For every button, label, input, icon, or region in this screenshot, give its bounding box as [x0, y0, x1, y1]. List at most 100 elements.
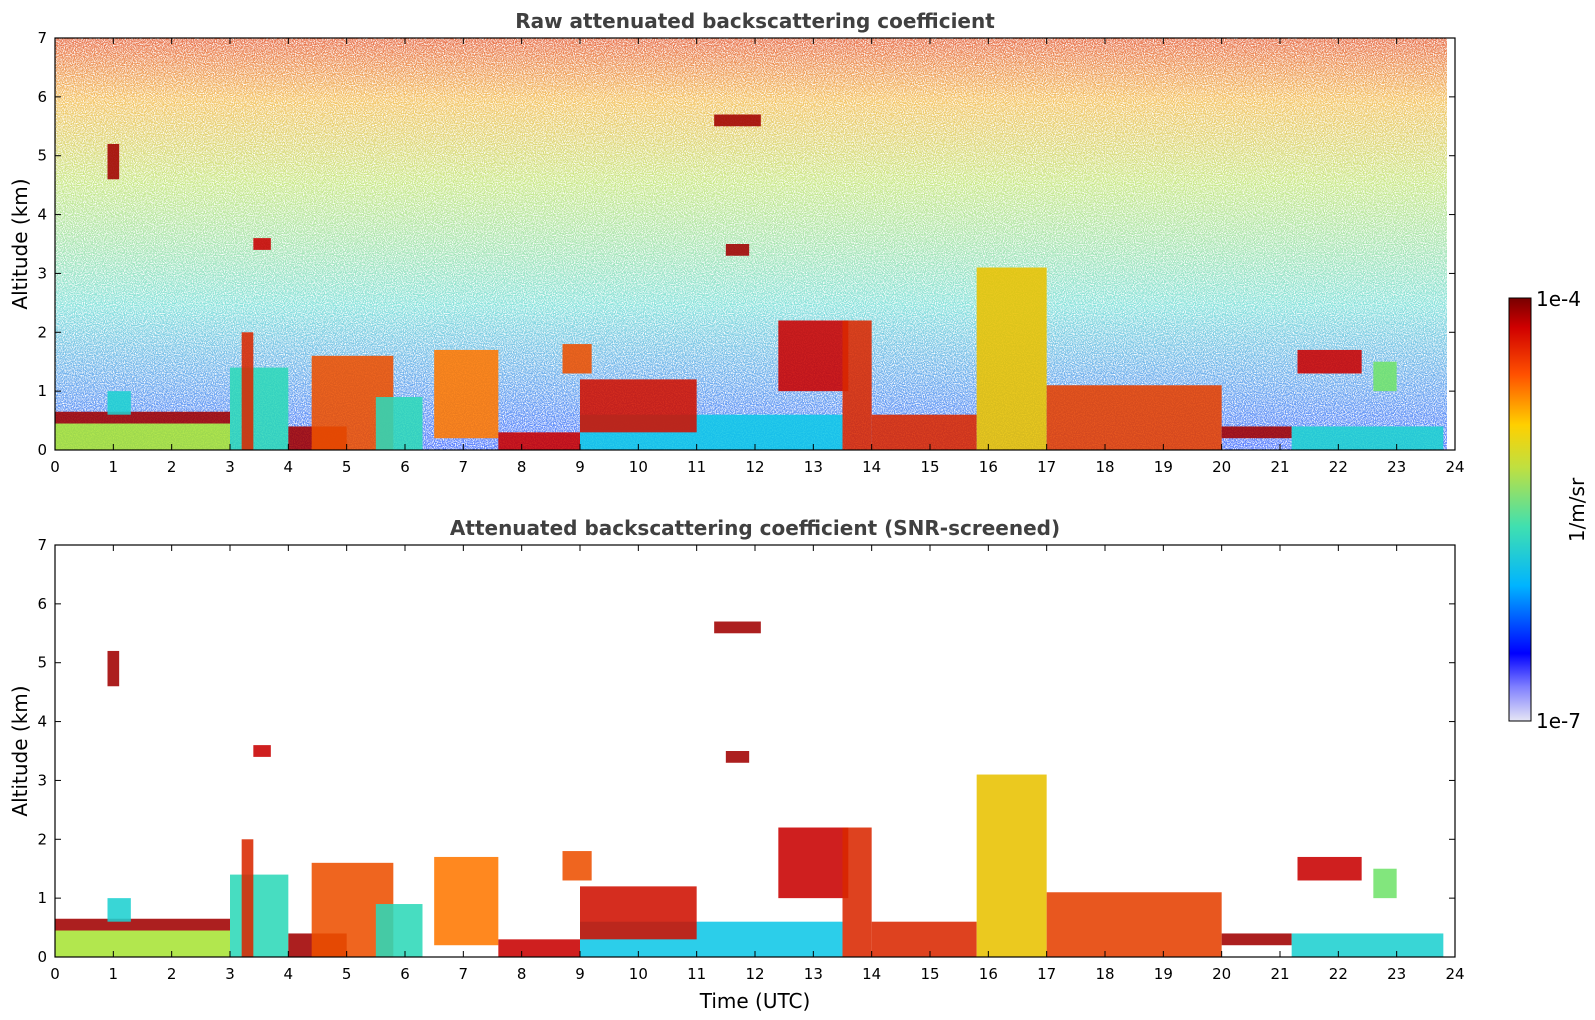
colorbar-unit-label: 1/m/sr: [1565, 477, 1589, 542]
x-tick-label: 8: [517, 458, 527, 476]
x-tick-label: 16: [979, 458, 998, 476]
x-tick-label: 19: [1154, 965, 1173, 983]
y-tick-label: 2: [37, 830, 47, 848]
x-tick-label: 21: [1270, 458, 1289, 476]
layer-cell: [714, 114, 761, 127]
y-tick-label: 7: [37, 536, 47, 554]
colorbar: 1e-4 1e-7 1/m/sr: [1508, 287, 1589, 733]
x-tick-label: 2: [167, 965, 177, 983]
layer-cell: [871, 414, 977, 450]
x-tick-label: 18: [1095, 458, 1114, 476]
x-tick-label: 9: [575, 458, 585, 476]
layer-cell: [871, 921, 977, 957]
x-tick-label: 24: [1445, 965, 1464, 983]
layer-cell: [976, 774, 1047, 957]
screened-y-ticks: 0 1 2 3 4 5 6 7: [37, 536, 1455, 966]
x-tick-label: 22: [1329, 965, 1348, 983]
layer-cell: [1221, 933, 1292, 946]
layer-cell: [241, 332, 254, 450]
y-tick-label: 3: [37, 264, 47, 282]
layer-cell: [1297, 856, 1362, 881]
x-tick-label: 20: [1212, 458, 1231, 476]
x-tick-label: 8: [517, 965, 527, 983]
y-tick-label: 7: [37, 29, 47, 47]
layer-cell: [55, 411, 230, 424]
x-tick-label: 23: [1387, 458, 1406, 476]
x-tick-label: 11: [687, 965, 706, 983]
x-tick-label: 9: [575, 965, 585, 983]
x-tick-label: 1: [109, 965, 119, 983]
x-tick-label: 6: [400, 965, 410, 983]
y-tick-label: 4: [37, 206, 47, 224]
layer-cell: [562, 851, 592, 881]
y-tick-label: 1: [37, 382, 47, 400]
screened-y-axis-label: Altitude (km): [8, 685, 32, 816]
raw-y-axis-label: Altitude (km): [8, 178, 32, 309]
raw-panel: Raw attenuated backscattering coefficien…: [8, 9, 1465, 476]
layer-cell: [562, 344, 592, 374]
y-tick-label: 1: [37, 889, 47, 907]
x-tick-label: 4: [284, 458, 294, 476]
layer-cell: [434, 349, 499, 439]
x-tick-label: 7: [459, 458, 469, 476]
x-tick-label: 1: [109, 458, 119, 476]
x-tick-label: 12: [745, 965, 764, 983]
screened-panel: Attenuated backscattering coefficient (S…: [8, 516, 1465, 1013]
x-tick-label: 4: [284, 965, 294, 983]
layer-cell: [714, 621, 761, 634]
x-tick-label: 3: [225, 458, 235, 476]
x-tick-label: 10: [629, 965, 648, 983]
layer-cell: [1221, 426, 1292, 439]
x-tick-label: 10: [629, 458, 648, 476]
layer-cell: [1291, 426, 1444, 450]
x-tick-label: 15: [920, 458, 939, 476]
layer-cell: [253, 238, 271, 250]
x-tick-label: 18: [1095, 965, 1114, 983]
x-tick-label: 13: [804, 458, 823, 476]
layer-cell: [580, 379, 697, 433]
colorbar-max-label: 1e-4: [1536, 287, 1581, 311]
layer-cell: [725, 244, 750, 256]
x-tick-label: 23: [1387, 965, 1406, 983]
y-tick-label: 5: [37, 654, 47, 672]
layer-cell: [842, 320, 872, 450]
x-tick-label: 20: [1212, 965, 1231, 983]
layer-cell: [230, 874, 289, 957]
layer-cell: [1373, 868, 1397, 899]
colorbar-ramp: [1508, 297, 1532, 722]
x-tick-label: 22: [1329, 458, 1348, 476]
layer-cell: [107, 391, 131, 415]
layer-cell: [498, 432, 580, 450]
layer-cell: [253, 745, 271, 757]
x-tick-label: 7: [459, 965, 469, 983]
layer-cell: [778, 827, 849, 899]
x-tick-label: 2: [167, 458, 177, 476]
x-tick-label: 5: [342, 458, 352, 476]
y-tick-label: 6: [37, 595, 47, 613]
x-tick-label: 16: [979, 965, 998, 983]
layer-cell: [498, 939, 580, 957]
x-tick-label: 17: [1037, 458, 1056, 476]
x-tick-label: 24: [1445, 458, 1464, 476]
layer-cell: [107, 898, 131, 922]
x-tick-label: 21: [1270, 965, 1289, 983]
y-tick-label: 3: [37, 771, 47, 789]
x-tick-label: 14: [862, 965, 881, 983]
x-tick-label: 17: [1037, 965, 1056, 983]
layer-cell: [230, 367, 289, 450]
screened-x-axis-label: Time (UTC): [699, 989, 811, 1013]
x-tick-label: 3: [225, 965, 235, 983]
layer-cell: [976, 267, 1047, 450]
raw-panel-title: Raw attenuated backscattering coefficien…: [515, 9, 995, 33]
x-tick-label: 14: [862, 458, 881, 476]
x-tick-label: 11: [687, 458, 706, 476]
y-tick-label: 5: [37, 147, 47, 165]
layer-cell: [375, 904, 423, 957]
y-tick-label: 0: [37, 441, 47, 459]
layer-cell: [375, 397, 423, 450]
raw-y-ticks: 0 1 2 3 4 5 6 7: [37, 29, 1455, 459]
layer-cell: [1373, 361, 1397, 392]
x-tick-label: 0: [50, 965, 60, 983]
screened-layers: [55, 621, 1444, 957]
